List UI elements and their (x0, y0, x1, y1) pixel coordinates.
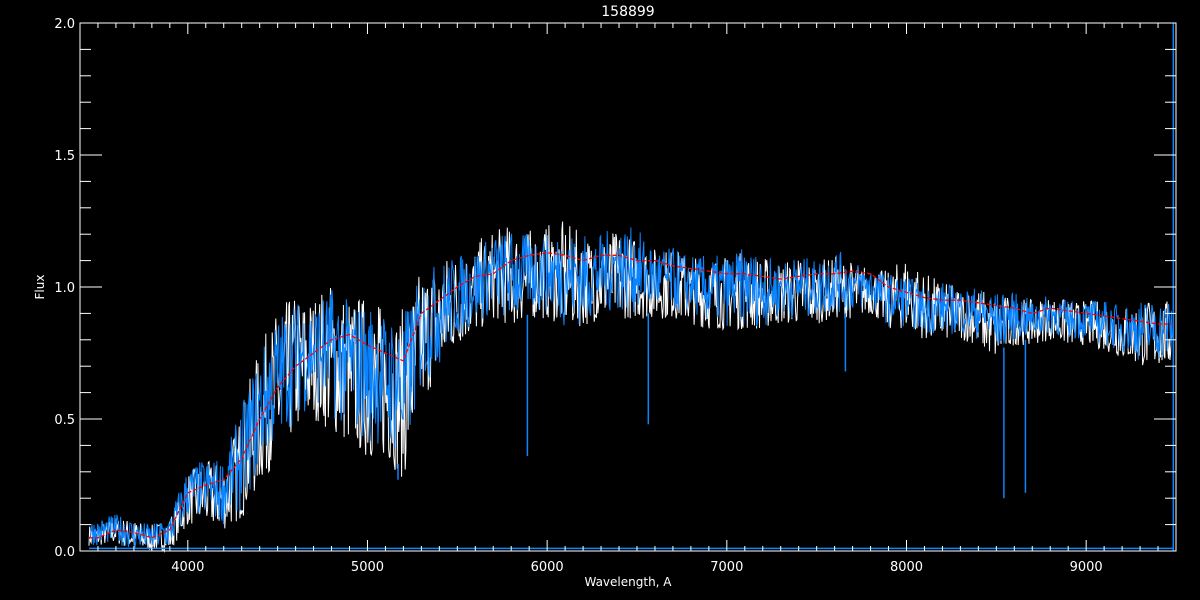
x-tick-label: 4000 (171, 560, 204, 575)
y-tick-label: 1.5 (54, 149, 75, 164)
y-tick-label: 2.0 (54, 17, 75, 32)
chart-title: 158899 (601, 4, 654, 20)
plot-layer (88, 23, 1175, 553)
x-tick-label: 5000 (351, 560, 384, 575)
x-tick-label: 6000 (531, 560, 564, 575)
y-tick-label: 1.0 (54, 281, 75, 296)
x-tick-label: 8000 (890, 560, 923, 575)
axes (79, 22, 1177, 552)
x-tick-label: 7000 (710, 560, 743, 575)
x-tick-label: 9000 (1070, 560, 1103, 575)
y-tick-label: 0.0 (54, 545, 75, 560)
model-spectrum-line (88, 227, 1173, 548)
x-axis-label: Wavelength, A (584, 575, 672, 589)
y-tick-label: 0.5 (54, 413, 75, 428)
smoothed-spectrum-line (89, 252, 1173, 539)
tick-labels: 4000 5000 6000 7000 8000 9000 0.0 0.5 1.0 1.5 2.0 (54, 17, 1102, 575)
y-axis-label: Flux (33, 275, 47, 300)
